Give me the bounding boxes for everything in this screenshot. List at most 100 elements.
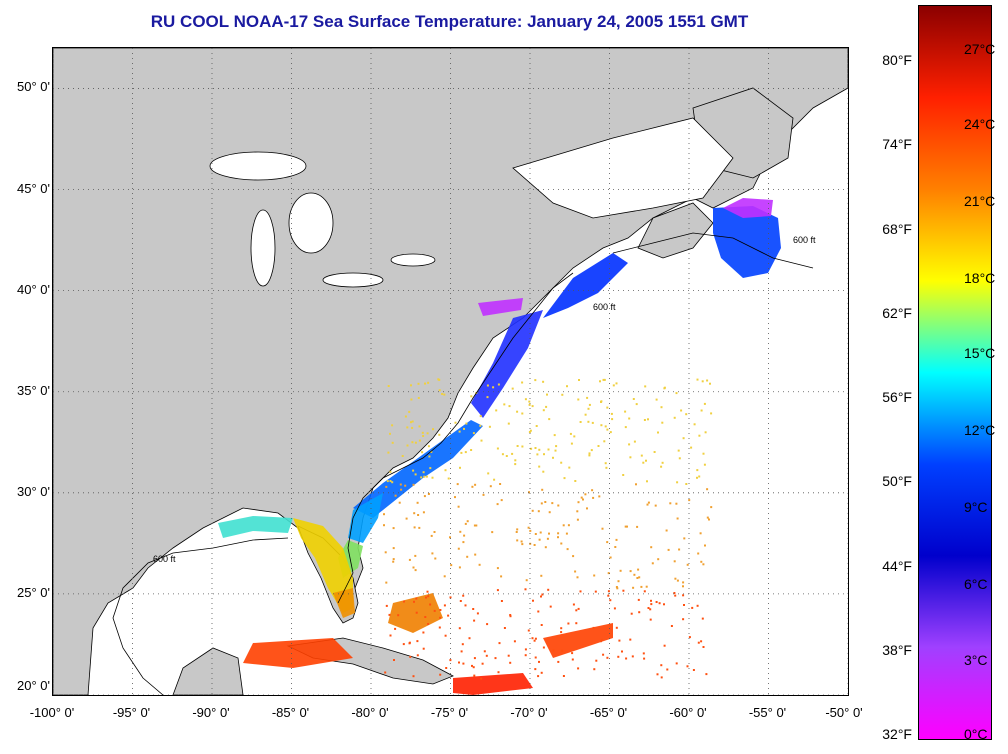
- sst-pixel: [602, 378, 605, 381]
- sst-pixel: [533, 639, 536, 642]
- colorbar-celsius-label: 15°C: [964, 345, 996, 362]
- sst-pixel: [615, 626, 618, 629]
- sst-pixel: [597, 445, 600, 447]
- sst-map: 600 ft 600 ft 600 ft: [52, 47, 849, 696]
- sst-pixel: [537, 610, 540, 613]
- sst-pixel: [454, 421, 457, 424]
- sst-pixel: [389, 432, 391, 435]
- sst-pixel: [540, 502, 543, 505]
- sst-pixel: [704, 431, 707, 434]
- sst-pixel: [527, 526, 530, 529]
- sst-pixel: [677, 449, 680, 452]
- sst-pixel: [487, 472, 490, 475]
- sst-pixel: [389, 634, 392, 637]
- sst-pixel: [414, 569, 417, 572]
- sst-pixel: [416, 654, 419, 657]
- sst-pixel: [706, 379, 709, 382]
- longitude-tick-label: -80° 0': [351, 705, 389, 720]
- sst-pixel: [676, 517, 679, 520]
- sst-pixel: [560, 631, 563, 634]
- sst-pixel: [540, 671, 543, 674]
- contour-layer: 600 ft 600 ft 600 ft: [112, 232, 816, 695]
- sst-pixel: [456, 483, 459, 486]
- sst-pixel: [539, 531, 542, 534]
- sst-pixel: [663, 387, 666, 390]
- longitude-tick-label: -70° 0': [510, 705, 548, 720]
- sst-pixel: [466, 555, 469, 558]
- longitude-tick-label: -75° 0': [430, 705, 469, 720]
- sst-pixel: [700, 409, 703, 412]
- sst-pixel: [591, 489, 594, 492]
- sst-pixel: [586, 396, 589, 399]
- sst-pixel: [514, 459, 517, 462]
- sst-pixel: [565, 532, 568, 535]
- sst-pixel: [561, 649, 564, 652]
- sst-pixel: [439, 673, 442, 676]
- sst-pixel: [497, 383, 500, 386]
- sst-pixel: [470, 395, 473, 398]
- sst-pixel: [629, 638, 632, 641]
- sst-pixel: [588, 403, 591, 406]
- sst-pixel: [599, 380, 601, 383]
- latitude-tick-label: 30° 0': [17, 483, 50, 499]
- sst-pixel: [408, 642, 411, 645]
- sst-pixel: [389, 470, 392, 473]
- sst-pixel: [529, 429, 532, 432]
- sst-pixel: [575, 609, 578, 612]
- sst-pixel: [577, 607, 580, 610]
- sst-pixel: [696, 476, 698, 479]
- sst-pixel: [429, 467, 432, 470]
- sst-pixel: [705, 673, 708, 676]
- sst-pixel: [538, 660, 540, 663]
- sst-pixel: [610, 412, 613, 415]
- sst-pixel: [534, 637, 537, 640]
- sst-pixel: [582, 498, 584, 501]
- sst-pixel: [645, 459, 647, 462]
- sst-pixel: [667, 548, 670, 551]
- sst-pixel: [498, 642, 501, 645]
- sst-pixel: [507, 422, 510, 425]
- longitude-tick-label: -85° 0': [271, 705, 310, 720]
- sst-pixel: [468, 637, 471, 640]
- sst-pixel: [408, 410, 411, 413]
- sst-pixel: [674, 594, 677, 597]
- sst-pixel: [508, 405, 511, 408]
- sst-pixel: [584, 413, 587, 416]
- sst-pixel: [598, 495, 601, 498]
- sst-pixel: [438, 378, 441, 381]
- sst-pixel: [666, 668, 669, 671]
- sst-pixel: [643, 419, 646, 421]
- sst-pixel: [482, 493, 485, 496]
- sst-pixel: [429, 603, 432, 606]
- sst-pixel: [537, 510, 540, 513]
- sst-pixel: [434, 557, 437, 560]
- sst-pixel: [696, 378, 699, 381]
- sst-pixel: [447, 477, 450, 480]
- sst-pixel: [609, 599, 612, 602]
- sst-pixel: [423, 475, 426, 478]
- sst-pixel: [682, 585, 684, 588]
- sst-pixel: [649, 608, 652, 611]
- latitude-tick-label: 35° 0': [17, 382, 50, 398]
- sst-pixel: [454, 496, 456, 499]
- sst-pixel: [417, 397, 420, 399]
- contour-label: 600 ft: [593, 302, 616, 312]
- sst-pixel: [676, 481, 679, 484]
- sst-pixel: [706, 516, 709, 519]
- sst-patch: [723, 198, 773, 218]
- sst-pixel: [399, 483, 402, 486]
- sst-pixel: [663, 644, 666, 647]
- sst-patch: [333, 588, 355, 618]
- sst-pixel: [644, 385, 647, 388]
- sst-pixel: [685, 483, 688, 485]
- sst-pixel: [403, 600, 405, 603]
- sst-pixel: [580, 496, 583, 499]
- sst-pixel: [414, 473, 417, 476]
- sst-pixel: [384, 551, 387, 554]
- sst-pixel: [552, 649, 555, 652]
- sst-pixel: [427, 493, 430, 495]
- sst-pixel: [392, 547, 395, 550]
- colorbar-fahrenheit-label: 32°F: [882, 726, 912, 743]
- sst-pixel: [432, 428, 434, 431]
- sst-pixel: [557, 660, 560, 663]
